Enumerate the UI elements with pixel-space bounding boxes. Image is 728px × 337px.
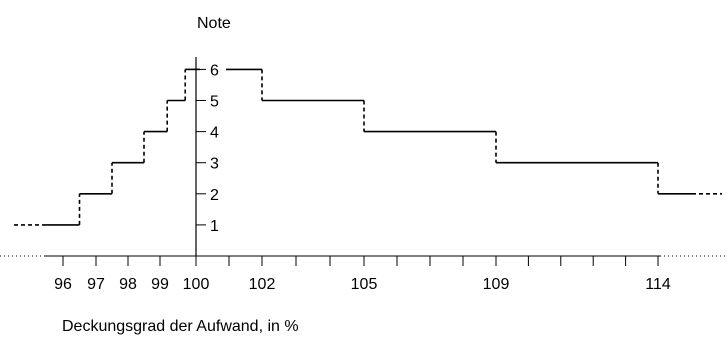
x-tick-label-99: 99 — [151, 276, 169, 293]
y-tick-label-5: 5 — [210, 94, 219, 111]
x-axis-label: Deckungsgrad der Aufwand, in % — [62, 318, 299, 335]
y-tick-label-2: 2 — [210, 187, 219, 204]
y-axis-label: Note — [197, 15, 231, 32]
x-tick-label-100: 100 — [183, 276, 210, 293]
y-tick-label-6: 6 — [210, 62, 219, 79]
x-tick-label-105: 105 — [351, 276, 378, 293]
x-tick-label-97: 97 — [87, 276, 105, 293]
x-tick-label-102: 102 — [249, 276, 276, 293]
y-tick-label-4: 4 — [210, 125, 219, 142]
x-tick-label-109: 109 — [483, 276, 510, 293]
y-tick-label-3: 3 — [210, 156, 219, 173]
x-tick-label-98: 98 — [119, 276, 137, 293]
x-tick-label-114: 114 — [645, 276, 671, 293]
y-tick-label-1: 1 — [210, 218, 219, 235]
x-tick-label-96: 96 — [54, 276, 72, 293]
